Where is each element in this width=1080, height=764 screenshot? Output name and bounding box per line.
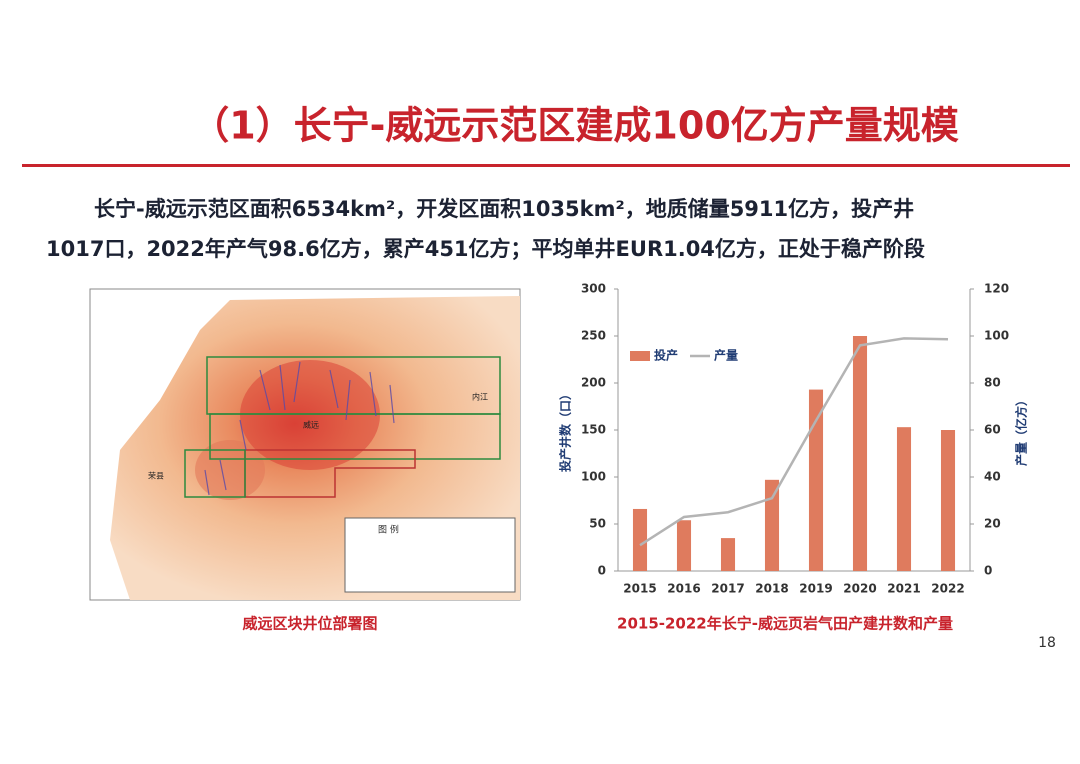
bar — [632, 508, 648, 571]
x-tick-label: 2022 — [931, 582, 964, 596]
map: 图 例 威远 内江 荣县 — [89, 288, 521, 601]
x-tick-label: 2017 — [711, 582, 744, 596]
y2-tick-label: 60 — [984, 423, 1001, 437]
x-tick-label: 2015 — [623, 582, 656, 596]
y2-tick-label: 120 — [984, 282, 1009, 296]
block — [184, 449, 246, 498]
y-tick-label: 0 — [598, 564, 606, 578]
chart-title: 2015-2022年长宁-威远页岩气田产建井数和产量 — [617, 615, 953, 633]
bar — [852, 336, 868, 571]
x-tick-label: 2018 — [755, 582, 788, 596]
x-tick-label: 2021 — [887, 582, 920, 596]
y2-tick-label: 0 — [984, 564, 992, 578]
line — [639, 337, 949, 547]
y-tick-label: 300 — [581, 282, 606, 296]
bar — [764, 479, 780, 571]
y-tick-label: 250 — [581, 329, 606, 343]
map-caption: 威远区块井位部署图 — [242, 615, 377, 633]
title-rule — [22, 164, 1070, 167]
hotspot — [240, 360, 380, 470]
x-tick-label: 2019 — [799, 582, 832, 596]
legend-label: 产量 — [714, 348, 738, 363]
block — [209, 413, 501, 460]
slide-title: （1）长宁-威远示范区建成100亿方产量规模 — [191, 104, 959, 148]
bar — [808, 389, 824, 571]
bar — [940, 430, 956, 571]
legend-swatch — [630, 351, 650, 361]
y2-tick-label: 100 — [984, 329, 1009, 343]
bar — [896, 427, 912, 571]
y-tick-label: 150 — [581, 423, 606, 437]
y2-tick-label: 80 — [984, 376, 1001, 390]
map-label: 内江 — [472, 392, 488, 402]
page-number: 18 — [1038, 635, 1056, 651]
legend-label: 投产 — [654, 348, 678, 363]
y2-tick-label: 40 — [984, 470, 1001, 484]
map-label: 荣县 — [148, 471, 164, 481]
y-axis-title: 投产井数（口） — [558, 388, 573, 472]
x-tick-label: 2016 — [667, 582, 700, 596]
body-line: 1017口，2022年产气98.6亿方，累产451亿方；平均单井EUR1.04亿… — [46, 237, 925, 261]
x-tick-label: 2020 — [843, 582, 876, 596]
map-legend-title: 图 例 — [378, 524, 399, 536]
map-legend — [344, 517, 516, 593]
y-tick-label: 200 — [581, 376, 606, 390]
y2-tick-label: 20 — [984, 517, 1001, 531]
y-tick-label: 100 — [581, 470, 606, 484]
bar — [676, 520, 692, 571]
hotspot — [195, 440, 265, 500]
body-line: 长宁-威远示范区面积6534km²，开发区面积1035km²，地质储量5911亿… — [94, 197, 914, 221]
map-label: 威远 — [303, 420, 319, 430]
bar — [720, 538, 736, 571]
y2-axis-title: 产量（亿方） — [1014, 394, 1029, 466]
wells — [204, 361, 395, 496]
y-tick-label: 50 — [589, 517, 606, 531]
